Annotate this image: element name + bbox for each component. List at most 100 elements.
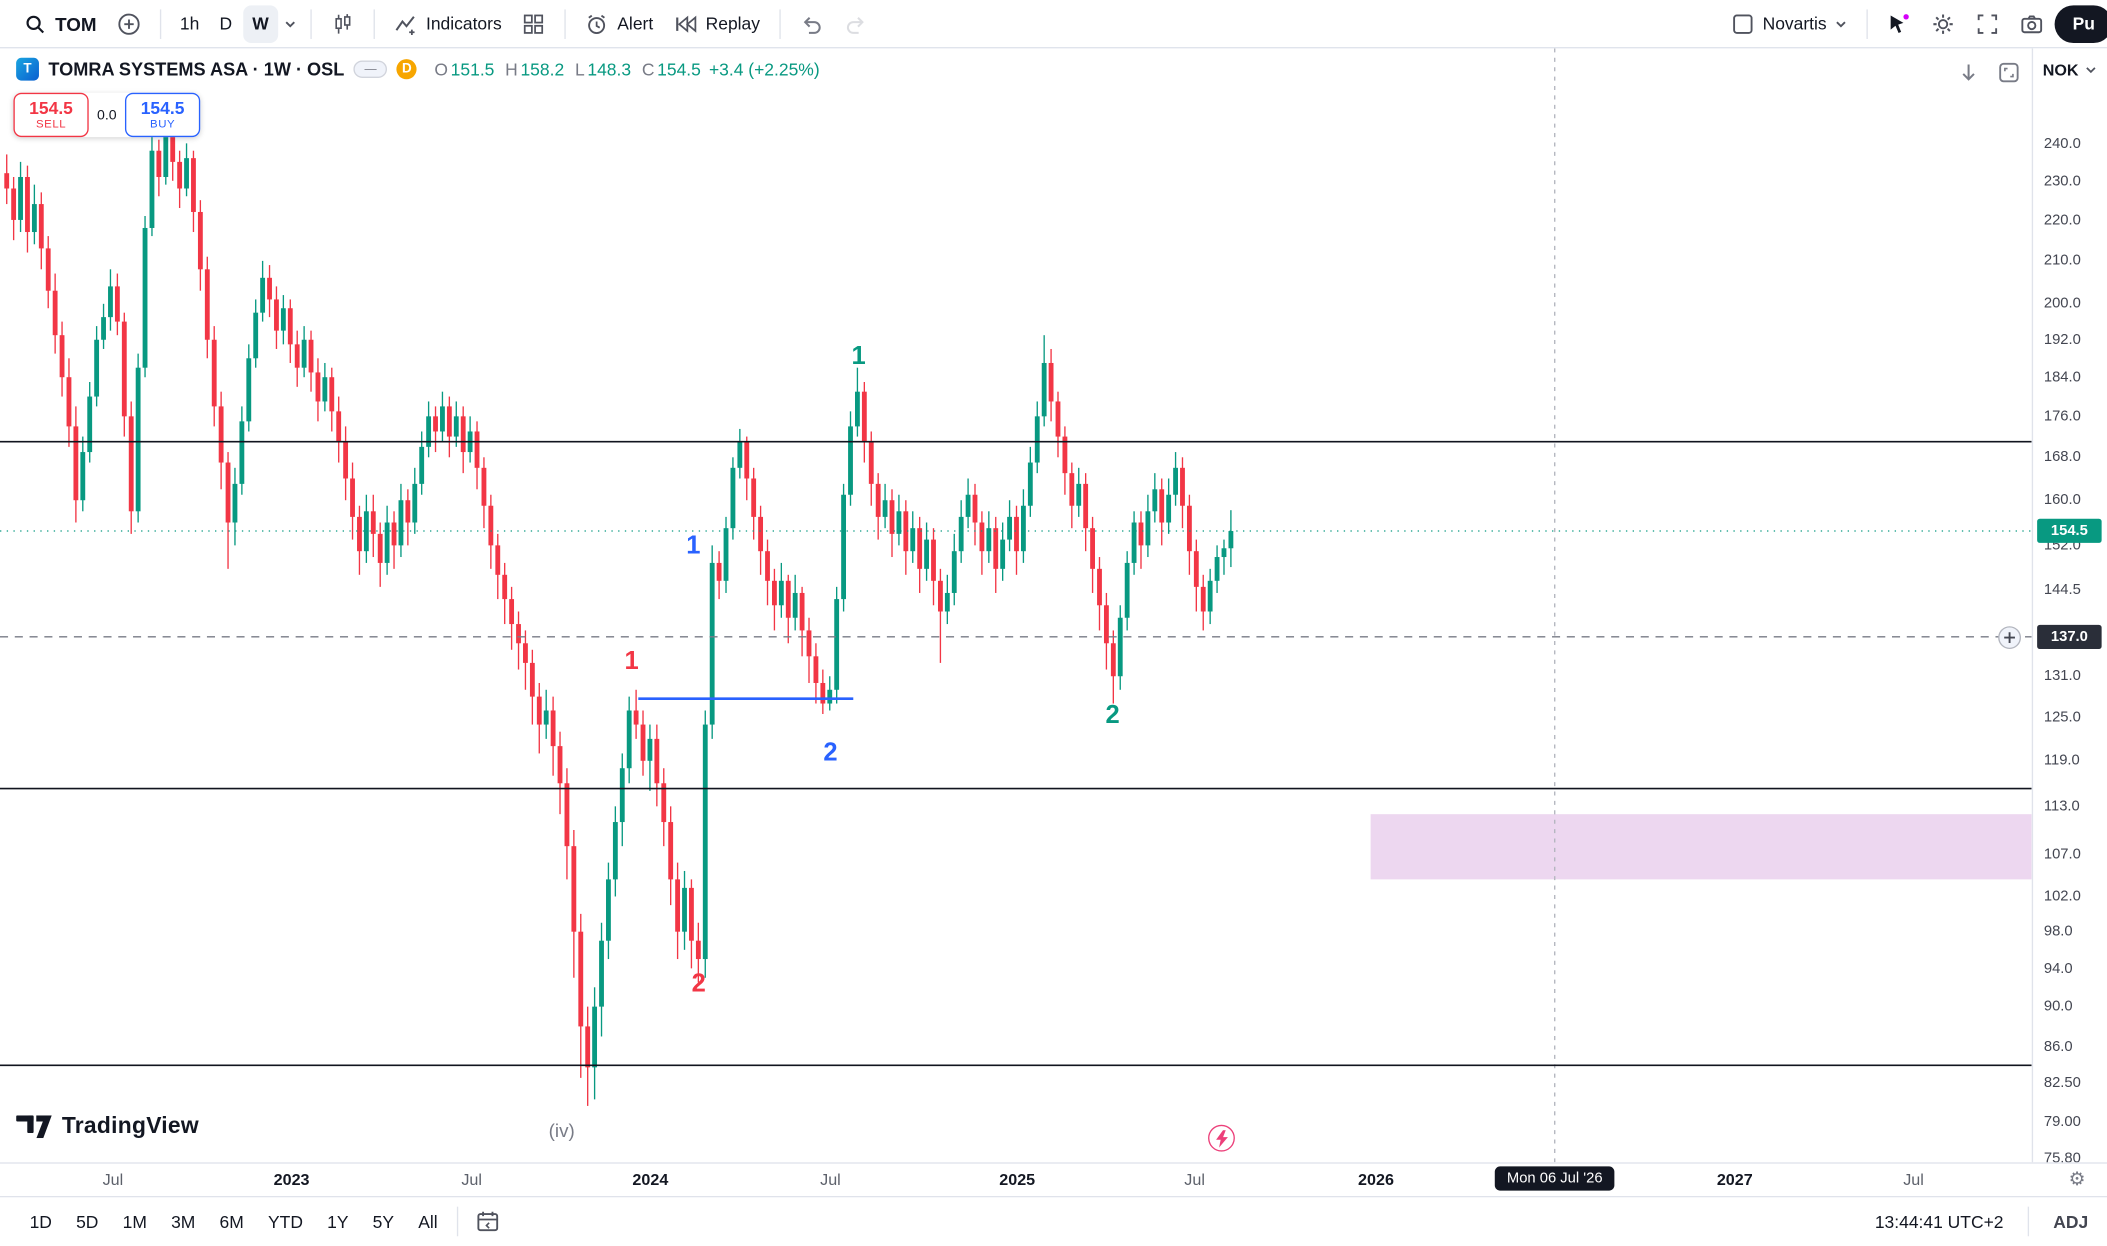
axis-settings-gear-icon[interactable]: ⚙: [2068, 1167, 2086, 1190]
snapshot-button[interactable]: [2011, 5, 2054, 43]
range-button-5y[interactable]: 5Y: [362, 1206, 405, 1237]
range-button-ytd[interactable]: YTD: [257, 1206, 313, 1237]
go-to-date-button[interactable]: [466, 1203, 509, 1241]
bottom-toolbar: 1D 5D 1M 3M 6M YTD 1Y 5Y All 13:44:41 UTC+2 ADJ: [0, 1195, 2107, 1246]
candle: [661, 783, 667, 823]
candle: [128, 416, 134, 512]
range-button-1m[interactable]: 1M: [112, 1206, 158, 1237]
candle: [301, 339, 307, 368]
adj-toggle[interactable]: ADJ: [2053, 1211, 2089, 1232]
time-axis-label-jul: Jul: [461, 1170, 482, 1190]
publish-button[interactable]: Pu: [2055, 4, 2107, 43]
range-button-5d[interactable]: 5D: [65, 1206, 109, 1237]
candle: [495, 545, 501, 575]
flash-icon[interactable]: [1208, 1124, 1235, 1152]
candle: [875, 483, 881, 517]
interval-1w-button[interactable]: W: [242, 4, 279, 43]
wave-label[interactable]: 1: [624, 647, 638, 675]
tradingview-watermark[interactable]: TradingView: [16, 1113, 199, 1140]
candle: [640, 724, 646, 761]
buy-button[interactable]: 154.5 BUY: [124, 92, 201, 138]
data-window-badge[interactable]: D: [396, 59, 417, 80]
price-axis-label: 98.0: [2043, 923, 2073, 940]
candle: [1069, 473, 1075, 506]
wave-label[interactable]: 2: [823, 739, 837, 767]
candle: [702, 724, 708, 960]
add-alert-plus-button[interactable]: [1998, 626, 2021, 650]
redo-button[interactable]: [834, 5, 877, 43]
replay-button[interactable]: Replay: [664, 5, 769, 43]
legend-more-pill[interactable]: —: [353, 60, 388, 78]
price-axis[interactable]: NOK 240.0 230.0 220.0 210.0 200.0 192.0 184.0 1…: [2031, 48, 2107, 1166]
candle: [986, 528, 992, 552]
add-symbol-button[interactable]: [107, 5, 150, 43]
chart-canvas[interactable]: 1 2 1 2 1 2 (iv): [0, 48, 2032, 1163]
time-axis-label-2024: 2024: [632, 1170, 669, 1190]
price-axis-label: 75.80: [2043, 1149, 2081, 1166]
candle: [958, 516, 964, 552]
candle: [52, 290, 58, 336]
candle: [246, 358, 252, 422]
candle: [149, 150, 155, 228]
wave-label[interactable]: 1: [852, 342, 866, 370]
candle: [772, 580, 777, 606]
price-axis-label: 160.0: [2043, 492, 2081, 509]
date-range-buttons: 1D 5D 1M 3M 6M YTD 1Y 5Y All: [19, 1206, 449, 1237]
trade-widget: 154.5 SELL 0.0 154.5 BUY: [13, 92, 201, 138]
interval-1d-button[interactable]: D: [210, 5, 241, 43]
symbol-title[interactable]: TOMRA SYSTEMS ASA · 1W · OSL: [48, 59, 345, 80]
range-button-all[interactable]: All: [407, 1206, 448, 1237]
candle: [896, 511, 902, 534]
alert-button[interactable]: Alert: [576, 5, 663, 43]
candle: [951, 551, 957, 593]
range-button-1y[interactable]: 1Y: [316, 1206, 359, 1237]
indicators-button[interactable]: Indicators: [384, 5, 511, 43]
range-button-6m[interactable]: 6M: [209, 1206, 255, 1237]
candle: [516, 624, 521, 644]
range-button-3m[interactable]: 3M: [160, 1206, 206, 1237]
clock[interactable]: 13:44:41 UTC+2: [1874, 1211, 2004, 1232]
buy-label: BUY: [150, 116, 176, 131]
undo-button[interactable]: [790, 5, 833, 43]
undo-arrow-icon: [803, 16, 821, 34]
chevron-down-icon: [2085, 67, 2096, 74]
candle: [440, 406, 445, 432]
interval-1h-button[interactable]: 1h: [170, 5, 208, 43]
crosshair-date-tooltip: Mon 06 Jul '26: [1494, 1166, 1615, 1191]
wave-label[interactable]: (iv): [549, 1120, 575, 1141]
plus-circle-icon: [118, 12, 140, 35]
chart-style-button[interactable]: [321, 5, 364, 43]
candle: [1007, 516, 1012, 540]
candle: [965, 494, 971, 517]
symbol-search-button[interactable]: TOM: [13, 5, 106, 43]
interval-menu-button[interactable]: [280, 5, 302, 43]
candle: [993, 528, 999, 569]
maximize-pane-icon[interactable]: [1997, 60, 2021, 84]
settings-button[interactable]: [1922, 5, 1965, 43]
candle: [889, 500, 895, 534]
currency-selector[interactable]: NOK: [2033, 60, 2107, 79]
candle: [765, 551, 770, 581]
forecast-zone[interactable]: [1370, 814, 2032, 880]
time-axis[interactable]: Mon 06 Jul '26 ⚙ Jul 2023 Jul 2024 Jul 2025 Ju…: [0, 1162, 2107, 1196]
candle: [979, 522, 985, 552]
range-button-1d[interactable]: 1D: [19, 1206, 63, 1237]
wave-label[interactable]: 1: [686, 532, 700, 560]
wave-label[interactable]: 2: [692, 970, 706, 998]
candle: [232, 483, 238, 523]
scroll-down-icon[interactable]: [1957, 60, 1981, 84]
current-price-tag[interactable]: 154.5: [2037, 518, 2102, 544]
candle: [841, 494, 847, 600]
alarm-clock-icon: [588, 14, 606, 34]
sell-button[interactable]: 154.5 SELL: [13, 92, 89, 138]
camera-icon: [2021, 14, 2043, 33]
watchlist-button[interactable]: Novartis: [1721, 5, 1858, 43]
layout-grid-button[interactable]: [512, 5, 555, 43]
chart-pane[interactable]: 1 2 1 2 1 2 (iv) T TOMRA SYSTEMS ASA · 1W · OS…: [0, 48, 2032, 1163]
candle: [357, 516, 362, 552]
quick-actions-button[interactable]: [1878, 5, 1921, 43]
alert-price-tag[interactable]: 137.0: [2037, 624, 2102, 649]
wave-label[interactable]: 2: [1106, 701, 1120, 729]
fullscreen-button[interactable]: [1966, 5, 2009, 43]
toolbar-divider: [2027, 1206, 2030, 1237]
